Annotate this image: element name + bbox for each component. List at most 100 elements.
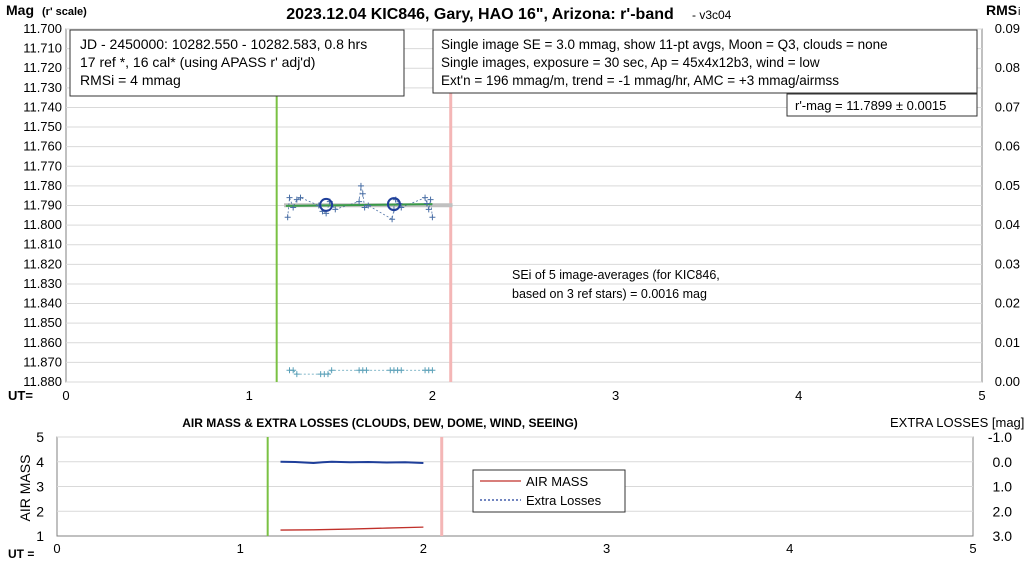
- bottom-x-tick-label: 0: [53, 541, 60, 556]
- info-box-left: JD - 2450000: 10282.550 - 10282.583, 0.8…: [69, 29, 405, 97]
- data-point: [422, 194, 429, 201]
- y-tick-label: 11.720: [23, 60, 62, 75]
- bottom-x-ticks: 0 1 2 3 4 5: [53, 541, 976, 556]
- rms-point: [363, 367, 370, 374]
- data-point: [361, 204, 368, 211]
- rms-point: [398, 367, 405, 374]
- y-tick-label: 11.780: [23, 178, 62, 193]
- y2-tick-label: 0.08: [995, 60, 1020, 75]
- bottom-y-tick-label: 2: [36, 503, 44, 519]
- bottom-chart-title: AIR MASS & EXTRA LOSSES (CLOUDS, DEW, DO…: [182, 416, 578, 430]
- y-tick-label: 11.860: [23, 335, 62, 350]
- bottom-y-tick-label: 1: [36, 528, 44, 544]
- data-point: [359, 190, 366, 197]
- top-x-ticks: 0 1 2 3 4 5: [62, 388, 985, 403]
- x-tick-label: 3: [612, 388, 619, 403]
- bottom-y2-tick-label: 3.0: [993, 528, 1013, 544]
- bottom-y-tick-label: 3: [36, 479, 44, 495]
- bottom-y-axis-label: AIR MASS: [17, 455, 33, 522]
- bottom-x-tick-label: 4: [786, 541, 793, 556]
- top-data-marks: [275, 93, 453, 382]
- bottom-y-tick-label: 4: [36, 454, 44, 470]
- y2-axis-label: RMS: [986, 2, 1017, 18]
- y2-tick-label: 0.00: [995, 374, 1020, 389]
- average-point: [319, 197, 334, 212]
- y-tick-label: 11.740: [23, 99, 62, 114]
- rms-point: [293, 371, 300, 378]
- info-left-line-3: RMSi = 4 mmag: [80, 72, 181, 88]
- top-y2-ticks: 0.09 0.08 0.07 0.06 0.05 0.04 0.03 0.02 0.01 0.00: [995, 21, 1020, 389]
- bottom-y2-ticks: -1.0 0.0 1.0 2.0 3.0: [988, 429, 1012, 544]
- bottom-x-axis-label: UT =: [8, 547, 34, 561]
- y-axis-label-sub: (r' scale): [42, 6, 87, 18]
- bottom-data-marks: [266, 437, 444, 536]
- data-point: [427, 196, 434, 203]
- x-tick-label: 5: [978, 388, 985, 403]
- rmag-box: r'-mag = 11.7899 ± 0.0015: [786, 93, 978, 117]
- rms-point: [328, 367, 335, 374]
- bottom-x-tick-label: 1: [237, 541, 244, 556]
- rms-point: [324, 371, 331, 378]
- data-point: [290, 204, 297, 211]
- y-tick-label: 11.850: [23, 315, 62, 330]
- y2-tick-label: 0.05: [995, 178, 1020, 193]
- y2-tick-label: 0.04: [995, 217, 1020, 232]
- legend-extra-losses-label: Extra Losses: [526, 493, 602, 508]
- legend-airmass-label: AIR MASS: [526, 474, 588, 489]
- data-point: [425, 206, 432, 213]
- info-right-line-3: Ext'n = 196 mmag/m, trend = -1 mmag/hr, …: [441, 73, 839, 88]
- y2-tick-label: 0.07: [995, 99, 1020, 114]
- rmag-value: r'-mag = 11.7899 ± 0.0015: [795, 98, 946, 113]
- y-tick-label: 11.870: [23, 354, 62, 369]
- x-tick-label: 2: [429, 388, 436, 403]
- data-point: [297, 194, 304, 201]
- y2-tick-label: 0.01: [995, 335, 1020, 350]
- y-tick-label: 11.730: [23, 80, 62, 95]
- y-tick-label: 11.840: [23, 296, 62, 311]
- sei-note-line-1: SEi of 5 image-averages (for KIC846,: [512, 268, 720, 282]
- y-tick-label: 11.760: [23, 139, 62, 154]
- info-right-line-2: Single images, exposure = 30 sec, Ap = 4…: [441, 55, 820, 70]
- y-tick-label: 11.880: [23, 374, 62, 389]
- data-point: [357, 182, 364, 189]
- data-point: [293, 196, 300, 203]
- x-tick-label: 0: [62, 388, 69, 403]
- y2-tick-label: 0.03: [995, 256, 1020, 271]
- average-point: [386, 197, 401, 212]
- data-point: [356, 198, 363, 205]
- bottom-x-tick-label: 3: [603, 541, 610, 556]
- y-tick-label: 11.770: [23, 158, 62, 173]
- data-point: [429, 214, 436, 221]
- data-point: [286, 194, 293, 201]
- info-box-right: Single image SE = 3.0 mmag, show 11-pt a…: [432, 29, 978, 94]
- y-tick-label: 11.820: [23, 256, 62, 271]
- data-point: [284, 214, 291, 221]
- bottom-y2-axis-label: EXTRA LOSSES [mag]: [890, 415, 1024, 430]
- data-point: [423, 200, 430, 207]
- rms-point: [429, 367, 436, 374]
- bottom-y2-tick-label: 2.0: [993, 503, 1013, 519]
- bottom-y-tick-label: 5: [36, 429, 44, 445]
- x-tick-label: 4: [795, 388, 802, 403]
- y-tick-label: 11.830: [23, 276, 62, 291]
- bottom-x-tick-label: 5: [969, 541, 976, 556]
- y-tick-label: 11.750: [23, 119, 62, 134]
- y2-tick-label: 0.02: [995, 296, 1020, 311]
- rms-point: [290, 367, 297, 374]
- y-tick-label: 11.700: [23, 21, 62, 36]
- data-point: [389, 216, 396, 223]
- data-point: [365, 202, 372, 209]
- data-point: [332, 206, 339, 213]
- airmass-line: [280, 526, 424, 531]
- bottom-x-tick-label: 2: [420, 541, 427, 556]
- info-right-line-1: Single image SE = 3.0 mmag, show 11-pt a…: [441, 37, 888, 52]
- x-tick-label: 1: [246, 388, 253, 403]
- top-y-ticks: 11.700 11.710 11.720 11.730 11.740 11.750 11.7…: [23, 21, 62, 389]
- info-left-line-1: JD - 2450000: 10282.550 - 10282.583, 0.8…: [80, 36, 367, 52]
- chart-version: - v3c04: [692, 8, 732, 22]
- bottom-y2-tick-label: 0.0: [993, 454, 1013, 470]
- y-axis-label: Mag: [6, 2, 34, 18]
- extra-losses-line: [280, 460, 424, 464]
- y2-tick-label: 0.06: [995, 139, 1020, 154]
